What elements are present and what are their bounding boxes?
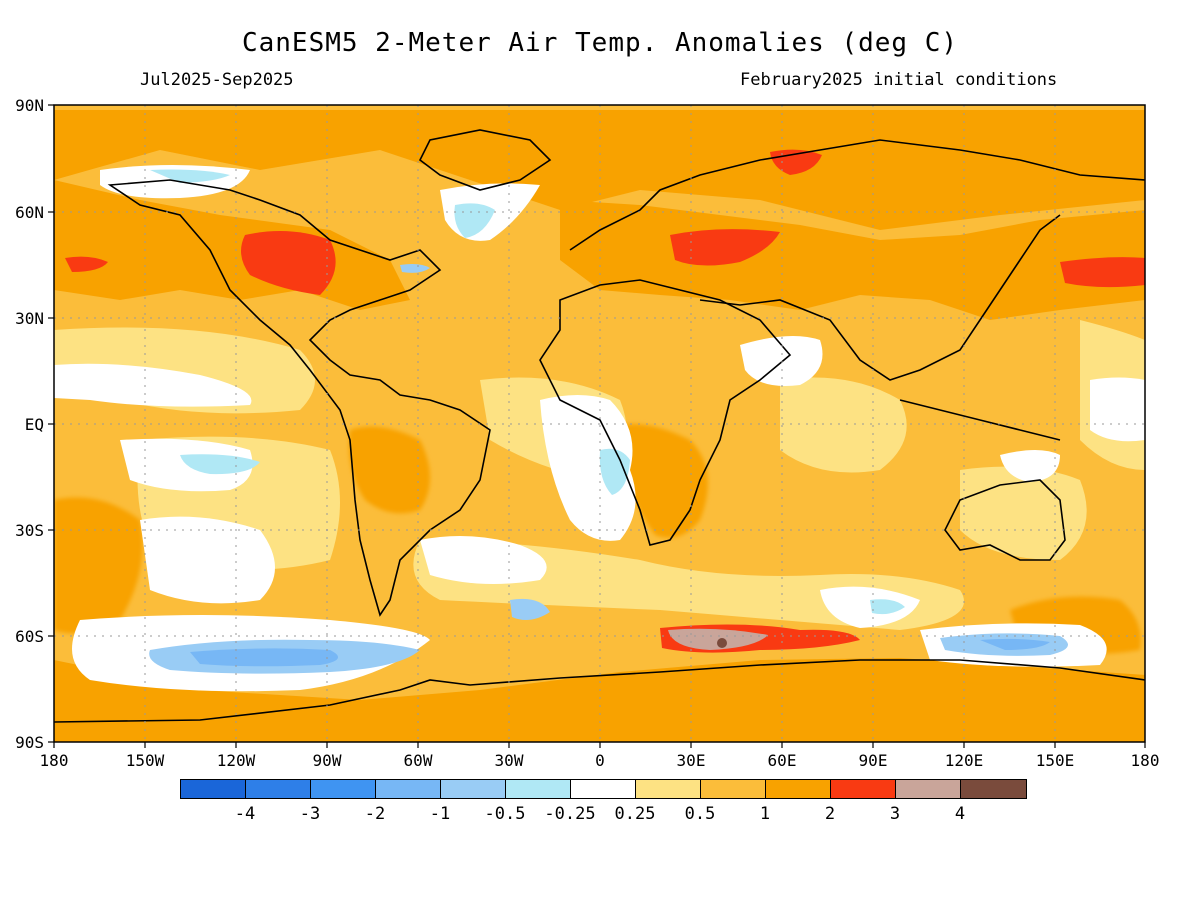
color-scale-swatch (246, 780, 311, 798)
color-scale-label: 0.5 (684, 804, 716, 824)
color-scale-swatch (441, 780, 506, 798)
coastlines (54, 129, 1145, 723)
lon-tick-label: 120E (944, 751, 984, 770)
lon-tick-label: 180 (1130, 751, 1160, 770)
lon-tick-label: 150E (1035, 751, 1075, 770)
color-scale-label: 3 (889, 804, 901, 824)
color-scale-swatch (961, 780, 1026, 798)
color-scale-label: -3 (299, 804, 321, 824)
color-scale-swatch (506, 780, 571, 798)
color-scale-swatch (701, 780, 766, 798)
color-scale-label: 2 (824, 804, 836, 824)
color-scale-label: 1 (759, 804, 771, 824)
color-scale-swatch (831, 780, 896, 798)
lon-tick-label: 60E (767, 751, 797, 770)
color-scale-swatch (181, 780, 246, 798)
lon-tick-label: 180 (39, 751, 69, 770)
color-scale-label: -0.5 (484, 804, 526, 824)
color-scale-label: -2 (364, 804, 386, 824)
color-scale-swatch (311, 780, 376, 798)
lon-tick-label: 150W (125, 751, 165, 770)
color-scale-label: 4 (954, 804, 966, 824)
initial-conditions: February2025 initial conditions (740, 70, 1058, 90)
color-scale-label: -0.25 (544, 804, 596, 824)
lon-tick-label: 90E (858, 751, 888, 770)
axis-ticks (48, 104, 1146, 748)
color-scale-label: -1 (429, 804, 451, 824)
lon-tick-label: 60W (403, 751, 433, 770)
color-scale-swatch (571, 780, 636, 798)
lat-tick-label: 90N (15, 96, 44, 115)
color-scale-swatch (766, 780, 831, 798)
lat-tick-label: 60N (15, 203, 44, 222)
color-scale-swatch (896, 780, 961, 798)
lon-tick-label: 0 (595, 751, 605, 770)
lon-tick-label: 30E (676, 751, 706, 770)
lat-tick-label: 30N (15, 309, 44, 328)
forecast-period: Jul2025-Sep2025 (140, 70, 294, 90)
color-scale-label: -4 (234, 804, 256, 824)
color-scale-swatch (636, 780, 701, 798)
color-scale-bar (180, 779, 1027, 799)
lon-tick-label: 120W (216, 751, 256, 770)
lat-tick-label: 60S (15, 627, 44, 646)
lat-tick-label: EQ (24, 415, 44, 434)
lat-tick-label: 90S (15, 733, 44, 752)
map-title: CanESM5 2-Meter Air Temp. Anomalies (deg… (241, 28, 959, 58)
lat-tick-label: 30S (15, 521, 44, 540)
lat-lon-grid (54, 105, 1145, 742)
color-scale-swatch (376, 780, 441, 798)
color-scale-label: 0.25 (614, 804, 656, 824)
lon-tick-label: 30W (494, 751, 524, 770)
lon-tick-label: 90W (312, 751, 342, 770)
